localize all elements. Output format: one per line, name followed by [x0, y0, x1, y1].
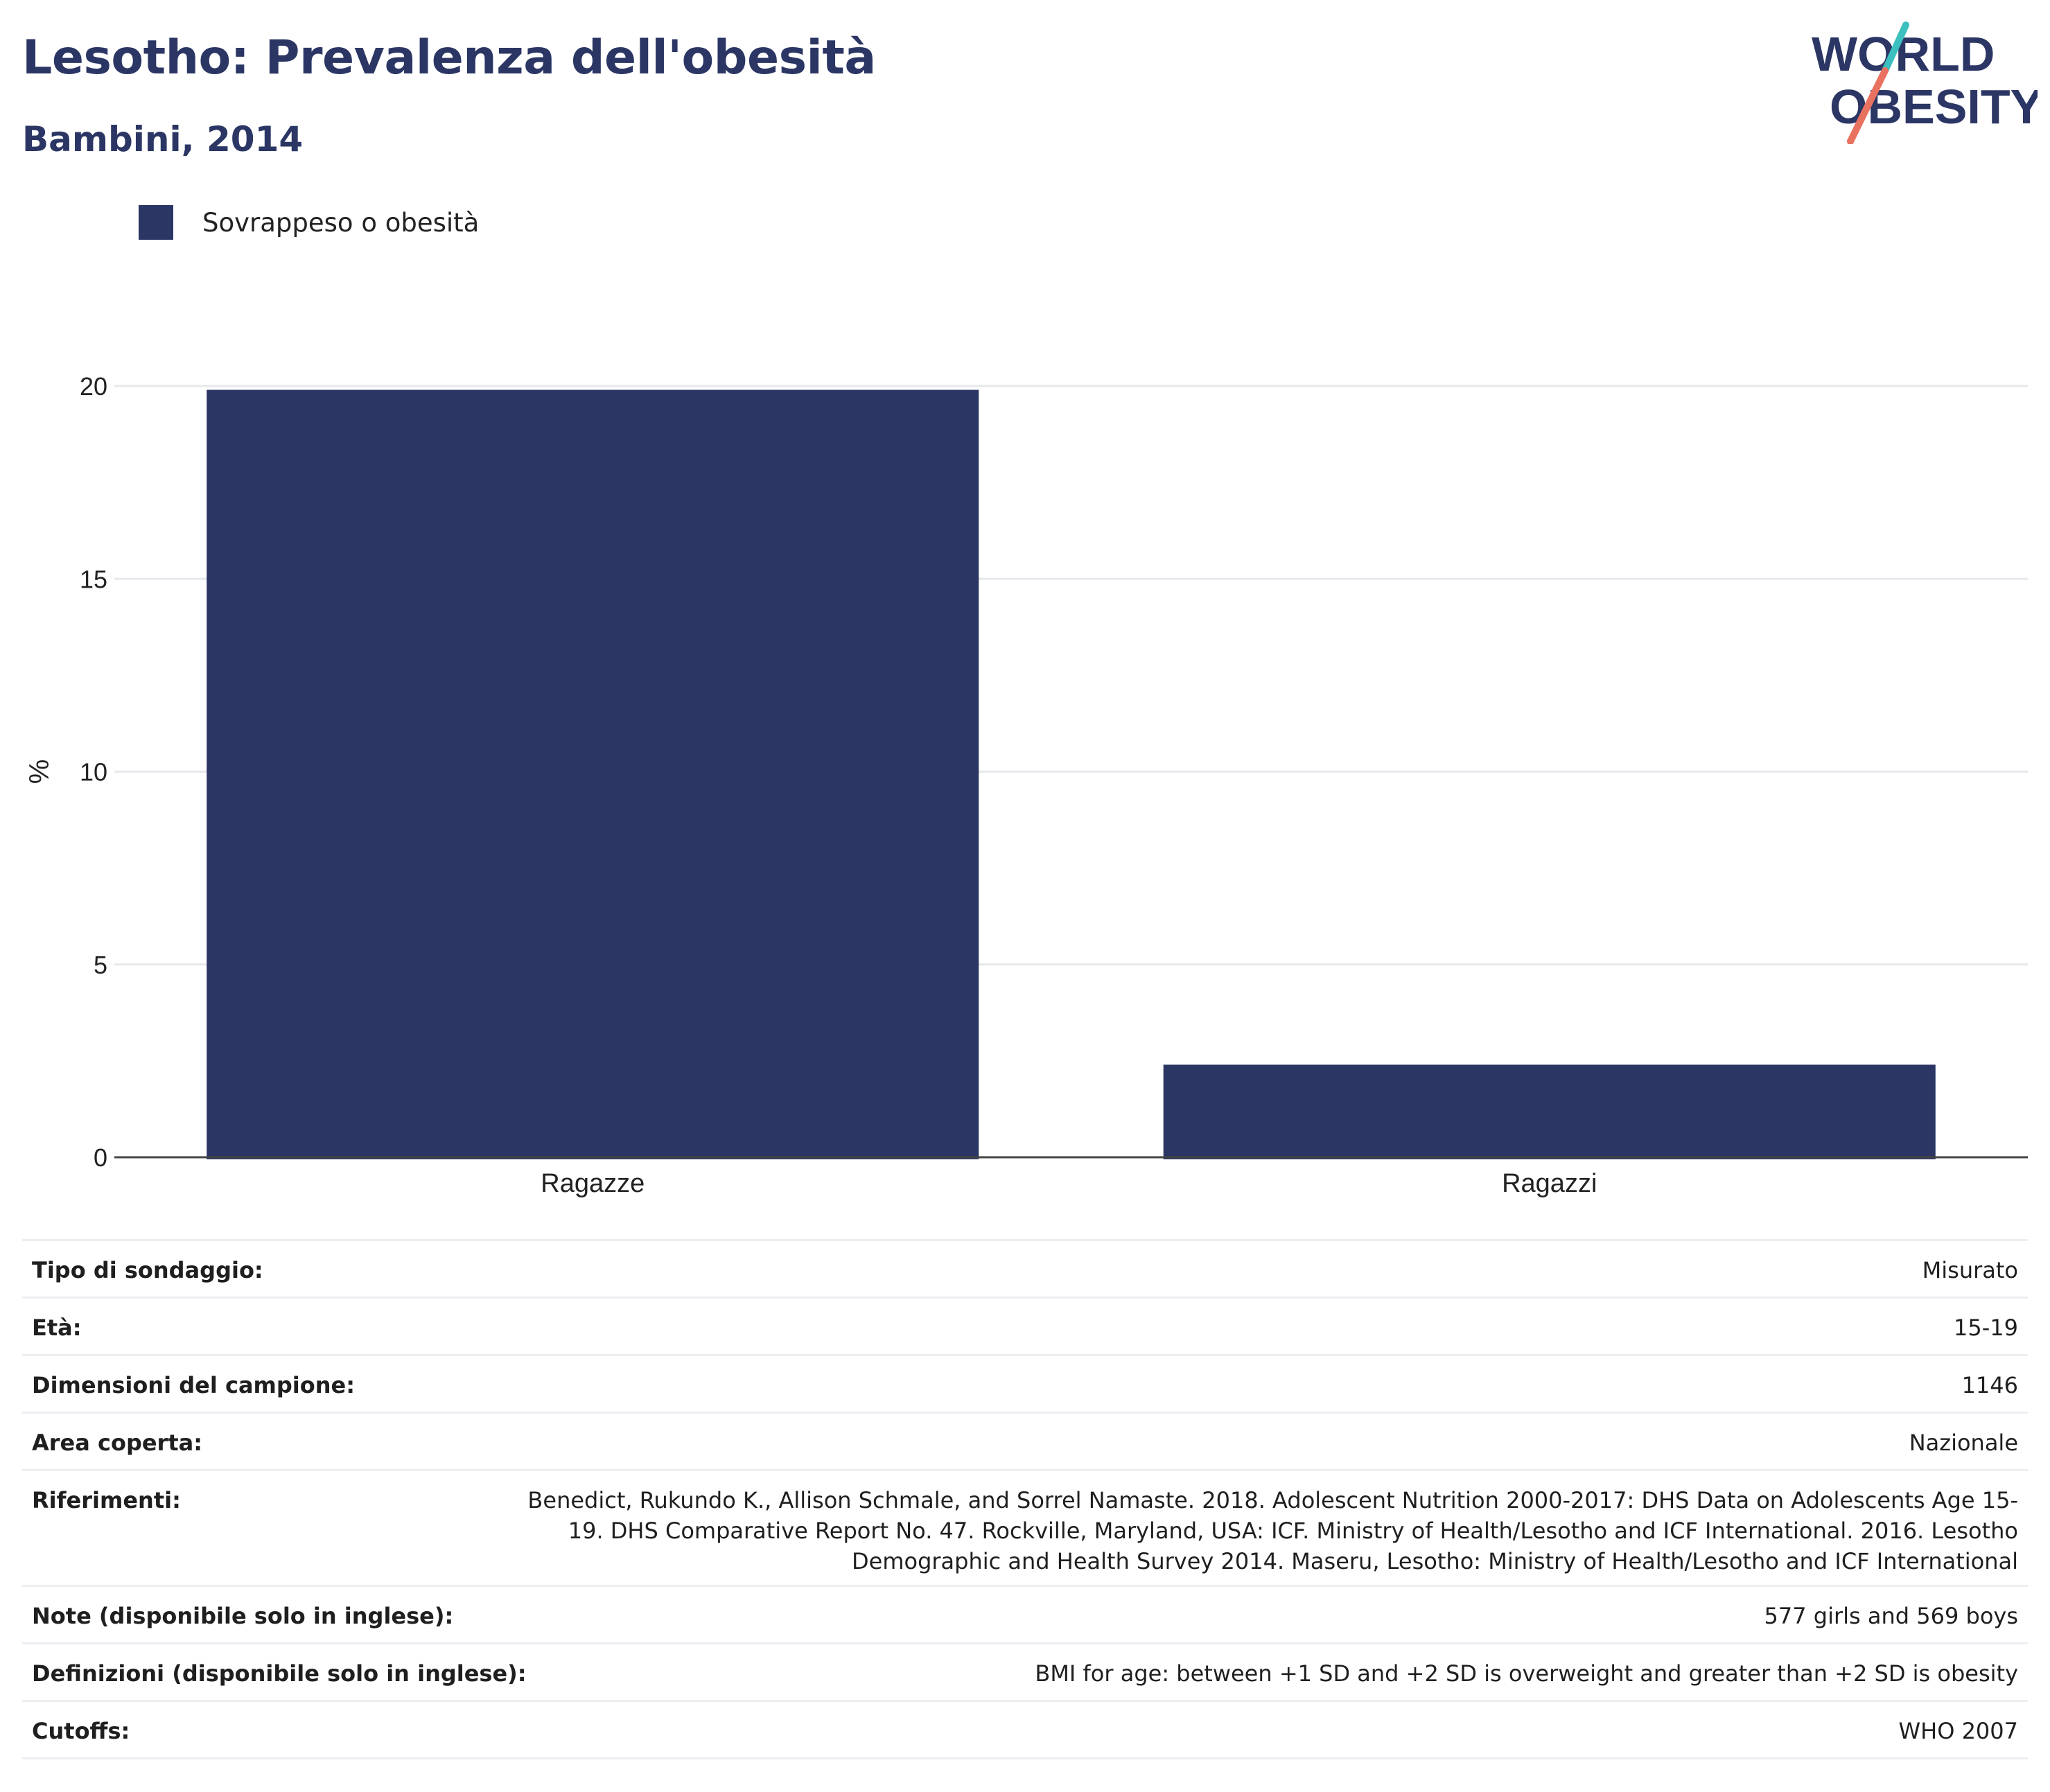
table-row: Età: 15-19: [22, 1299, 2028, 1356]
logo-slash-coral: [1847, 67, 1889, 144]
table-row-label: Dimensioni del campione:: [32, 1372, 356, 1398]
bar: [1163, 1064, 1936, 1159]
x-tick-label: Ragazze: [541, 1169, 645, 1198]
table-row-label: Definizioni (disponibile solo in inglese…: [32, 1660, 527, 1687]
table-row-value: 1146: [1961, 1372, 2018, 1398]
metadata-table: Tipo di sondaggio: Misurato Età: 15-19 Dimen…: [22, 1239, 2028, 1759]
y-tick-label: 15: [80, 565, 107, 593]
y-tick-label: 5: [94, 951, 107, 979]
world-obesity-logo: WORLD OBESITY: [1812, 21, 2038, 144]
table-row-label: Tipo di sondaggio:: [32, 1257, 263, 1283]
table-row-value: BMI for age: between +1 SD and +2 SD is …: [1035, 1660, 2018, 1687]
table-row: Note (disponibile solo in inglese): 577 g…: [22, 1587, 2028, 1644]
x-tick-label: Ragazzi: [1502, 1169, 1597, 1198]
table-row-label: Età:: [32, 1315, 82, 1341]
y-tick-label: 0: [94, 1143, 107, 1172]
chart-subtitle: Bambini, 2014: [22, 119, 304, 159]
table-row-value: Benedict, Rukundo K., Allison Schmale, a…: [527, 1487, 2018, 1574]
bar: [207, 389, 979, 1160]
table-row-label: Note (disponibile solo in inglese):: [32, 1603, 454, 1629]
table-row-label: Cutoffs:: [32, 1718, 130, 1744]
y-axis-title: %: [24, 759, 55, 784]
y-tick-label: 10: [80, 758, 107, 787]
table-row-value: 577 girls and 569 boys: [1764, 1603, 2018, 1629]
y-tick-label: 20: [80, 372, 107, 401]
table-row-value: Misurato: [1922, 1257, 2018, 1283]
table-row-label: Riferimenti:: [32, 1487, 181, 1513]
table-row-value: 15-19: [1954, 1315, 2018, 1341]
chart-title: Lesotho: Prevalenza dell'obesità: [22, 30, 876, 85]
legend-label: Sovrappeso o obesità: [202, 207, 480, 238]
table-row: Dimensioni del campione: 1146: [22, 1356, 2028, 1414]
table-row-value: WHO 2007: [1898, 1718, 2019, 1744]
bar-chart: 0 5 10 15 20% Ragazze Ragazzi: [24, 372, 2028, 1198]
logo-slash-teal: [1882, 21, 1909, 74]
table-row-value: Nazionale: [1909, 1430, 2018, 1456]
table-row-label: Area coperta:: [32, 1430, 203, 1456]
table-row: Area coperta: Nazionale: [22, 1414, 2028, 1471]
chart-legend[interactable]: Sovrappeso o obesità: [139, 205, 479, 240]
table-row: Cutoffs: WHO 2007: [22, 1702, 2028, 1759]
legend-swatch: [139, 205, 173, 240]
table-row: Tipo di sondaggio: Misurato: [22, 1241, 2028, 1299]
table-row: Riferimenti: Benedict, Rukundo K., Alliso…: [22, 1471, 2028, 1587]
table-row: Definizioni (disponibile solo in inglese…: [22, 1644, 2028, 1702]
